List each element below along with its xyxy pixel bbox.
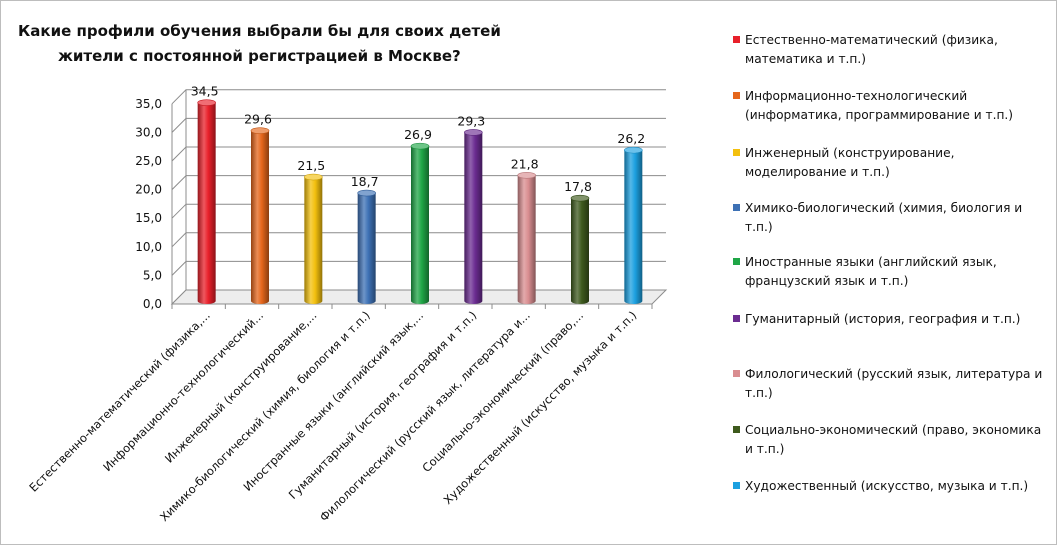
bar [197, 102, 216, 304]
bar [624, 150, 643, 304]
bar-top [357, 189, 376, 197]
legend-swatch [733, 204, 740, 211]
x-tick-label: Иностранные языки (английский язык,... [240, 308, 426, 494]
bar [571, 198, 589, 304]
legend-swatch [733, 36, 740, 43]
y-tick-label: 35,0 [135, 97, 162, 111]
chart-title-line-2: жители с постоянной регистрацией в Москв… [58, 47, 461, 65]
bar-top [410, 142, 430, 150]
bar [517, 175, 536, 304]
data-label: 34,5 [191, 84, 219, 99]
bar [464, 132, 483, 304]
legend-swatch [733, 258, 740, 265]
legend-swatch [733, 315, 740, 322]
legend-label: Художественный (искусство, музыка и т.п.… [745, 479, 1029, 493]
legend-item: Естественно-математический (физика, мате… [733, 31, 1049, 69]
legend-swatch [733, 92, 740, 99]
chart-title-line-1: Какие профили обучения выбрали бы для св… [18, 22, 501, 40]
bar-top [250, 127, 270, 134]
legend-swatch [733, 482, 740, 489]
legend-item: Иностранные языки (английский язык, фран… [733, 253, 1049, 291]
legend-item: Инженерный (конструирование, моделирован… [733, 144, 1049, 182]
legend-swatch [733, 149, 740, 156]
data-label: 26,2 [617, 131, 645, 146]
bar-top [624, 146, 643, 154]
bar-top [464, 129, 483, 136]
y-tick-label: 30,0 [135, 125, 162, 139]
gridline [171, 89, 666, 105]
data-label: 29,3 [457, 113, 485, 128]
data-label: 21,8 [511, 156, 539, 171]
y-tick-label: 20,0 [135, 183, 162, 197]
legend-item: Социально-экономический (право, экономик… [733, 421, 1049, 459]
data-label: 21,5 [297, 158, 325, 173]
data-label: 26,9 [404, 127, 432, 142]
legend-swatch [733, 426, 740, 433]
y-tick-label: 10,0 [135, 240, 162, 254]
legend-label: Иностранные языки (английский язык, фран… [745, 255, 997, 288]
data-label: 18,7 [351, 174, 379, 189]
legend-label: Естественно-математический (физика, мате… [745, 33, 998, 66]
data-label: 29,6 [244, 112, 272, 127]
bar-chart: 0,0 5,0 10,0 15,0 20,0 25,0 30,0 35,0 34,5 Естест… [26, 84, 668, 524]
bar [411, 146, 429, 304]
legend-label: Филологический (русский язык, литература… [745, 367, 1043, 400]
legend-item: Информационно-технологический (информати… [733, 87, 1049, 125]
legend-item: Химико-биологический (химия, биология и … [733, 199, 1049, 237]
bar-top [517, 172, 536, 179]
x-tick-label: Художественный (искусство, музыка и т.п.… [441, 308, 640, 507]
bar-top [197, 99, 216, 106]
legend-label: Социально-экономический (право, экономик… [745, 423, 1042, 456]
legend-label: Инженерный (конструирование, моделирован… [745, 146, 955, 179]
legend-label: Химико-биологический (химия, биология и … [745, 201, 1023, 234]
legend-item: Художественный (искусство, музыка и т.п.… [733, 477, 1049, 496]
bar-top [304, 173, 323, 181]
legend-item: Филологический (русский язык, литература… [733, 365, 1049, 403]
bar [357, 193, 376, 304]
data-label: 17,8 [564, 179, 592, 194]
legend-item: Гуманитарный (история, география и т.п.) [733, 310, 1049, 329]
bar [251, 130, 269, 304]
y-tick-label: 0,0 [143, 297, 162, 311]
legend-label: Гуманитарный (история, география и т.п.) [745, 312, 1021, 326]
y-tick-label: 25,0 [135, 154, 162, 168]
legend-label: Информационно-технологический (информати… [745, 89, 1014, 122]
x-tick-label: Гуманитарный (история, география и т.п.) [286, 308, 480, 502]
bar [304, 177, 323, 304]
x-tick-label: Естественно-математический (физика,... [26, 308, 212, 494]
y-tick-label: 15,0 [135, 211, 162, 225]
chart-legend: Естественно-математический (физика, мате… [733, 0, 1051, 545]
bar-top [570, 194, 590, 202]
legend-swatch [733, 370, 740, 377]
y-tick-label: 5,0 [143, 268, 162, 282]
